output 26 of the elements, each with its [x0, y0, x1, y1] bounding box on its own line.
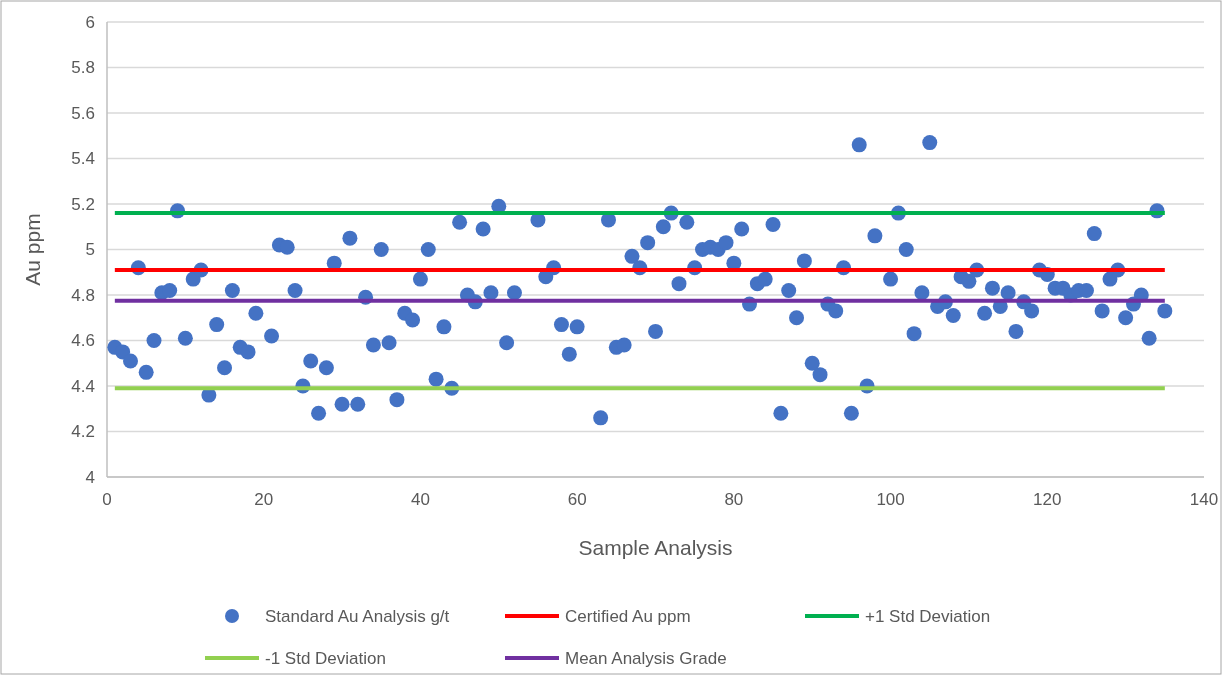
- x-axis-title: Sample Analysis: [578, 536, 733, 559]
- x-tick-label: 20: [254, 490, 274, 509]
- y-tick-label: 4.2: [71, 422, 95, 442]
- x-tick-label: 140: [1189, 490, 1219, 509]
- y-tick-label: 5.4: [71, 149, 95, 169]
- legend-label: -1 Std Deviation: [265, 648, 386, 668]
- y-tick-label: 4.4: [71, 376, 95, 396]
- y-tick-label: 5: [85, 240, 95, 260]
- x-tick-label: 60: [567, 490, 587, 509]
- legend-label: +1 Std Deviation: [865, 606, 991, 626]
- x-tick-label: 80: [724, 490, 744, 509]
- x-tick-label: 40: [410, 490, 430, 509]
- x-tick-label: 0: [102, 490, 112, 509]
- legend-label: Mean Analysis Grade: [565, 648, 727, 668]
- x-tick-label: 120: [1033, 490, 1062, 509]
- y-tick-label: 4.8: [71, 285, 95, 305]
- y-tick-label: 5.2: [71, 194, 95, 214]
- y-tick-label: 4: [85, 467, 95, 487]
- y-tick-label: 4.6: [71, 331, 95, 351]
- y-axis-title: Au ppm: [21, 213, 44, 286]
- y-tick-label: 5.8: [71, 58, 95, 78]
- y-tick-label: 6: [85, 12, 95, 32]
- y-tick-label: 5.6: [71, 103, 95, 123]
- x-tick-label: 100: [876, 490, 905, 509]
- legend-label: Certified Au ppm: [565, 606, 691, 626]
- legend-label: Standard Au Analysis g/t: [265, 606, 450, 626]
